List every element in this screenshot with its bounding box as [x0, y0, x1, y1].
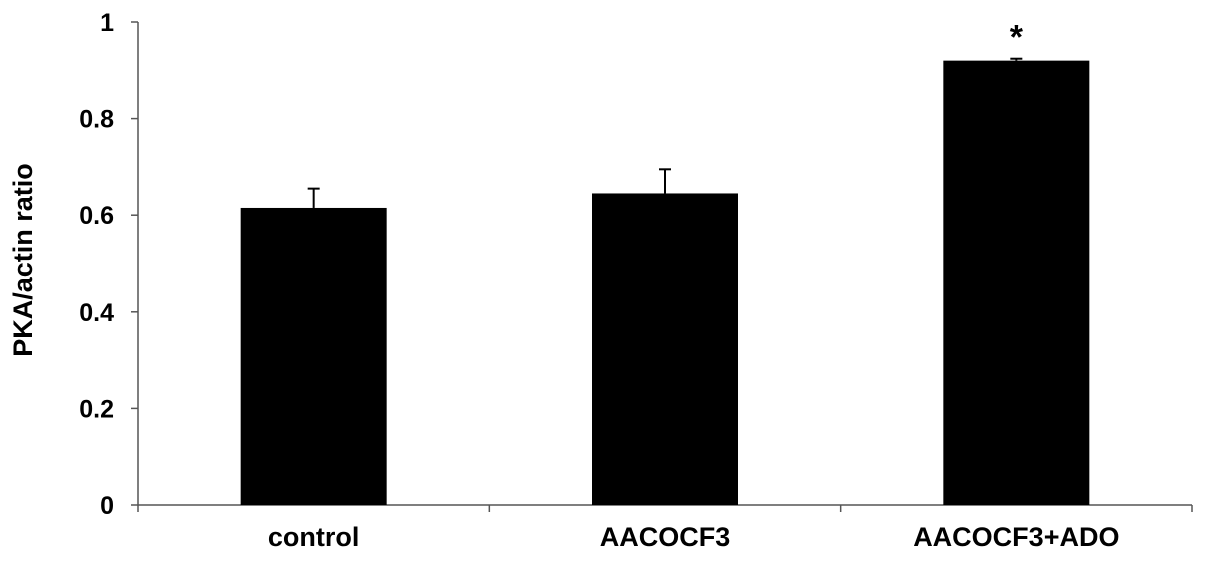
y-tick-label: 0.8 — [79, 106, 114, 134]
error-bars — [307, 57, 1023, 208]
bar — [592, 193, 738, 505]
significance-marker: * — [1010, 19, 1024, 57]
x-category-label: control — [268, 522, 360, 552]
y-tick-label: 1 — [100, 9, 114, 37]
bar — [943, 60, 1090, 505]
y-tick-label: 0.6 — [79, 202, 114, 230]
y-tick-label: 0.4 — [79, 299, 114, 327]
bar — [240, 207, 387, 505]
annotations: * — [1010, 19, 1024, 57]
y-axis-title: PKA/actin ratio — [8, 163, 38, 357]
bars — [240, 60, 1090, 505]
y-tick-label: 0 — [100, 492, 114, 520]
x-category-label: AACOCF3 — [600, 522, 731, 552]
category-labels: control AACOCF3 AACOCF3+ADO — [268, 522, 1120, 552]
x-axis — [137, 504, 1193, 512]
x-category-label: AACOCF3+ADO — [913, 522, 1119, 552]
y-tick-label: 0.2 — [79, 395, 114, 423]
y-axis: 0 0.2 0.4 0.6 0.8 1 — [79, 9, 139, 520]
